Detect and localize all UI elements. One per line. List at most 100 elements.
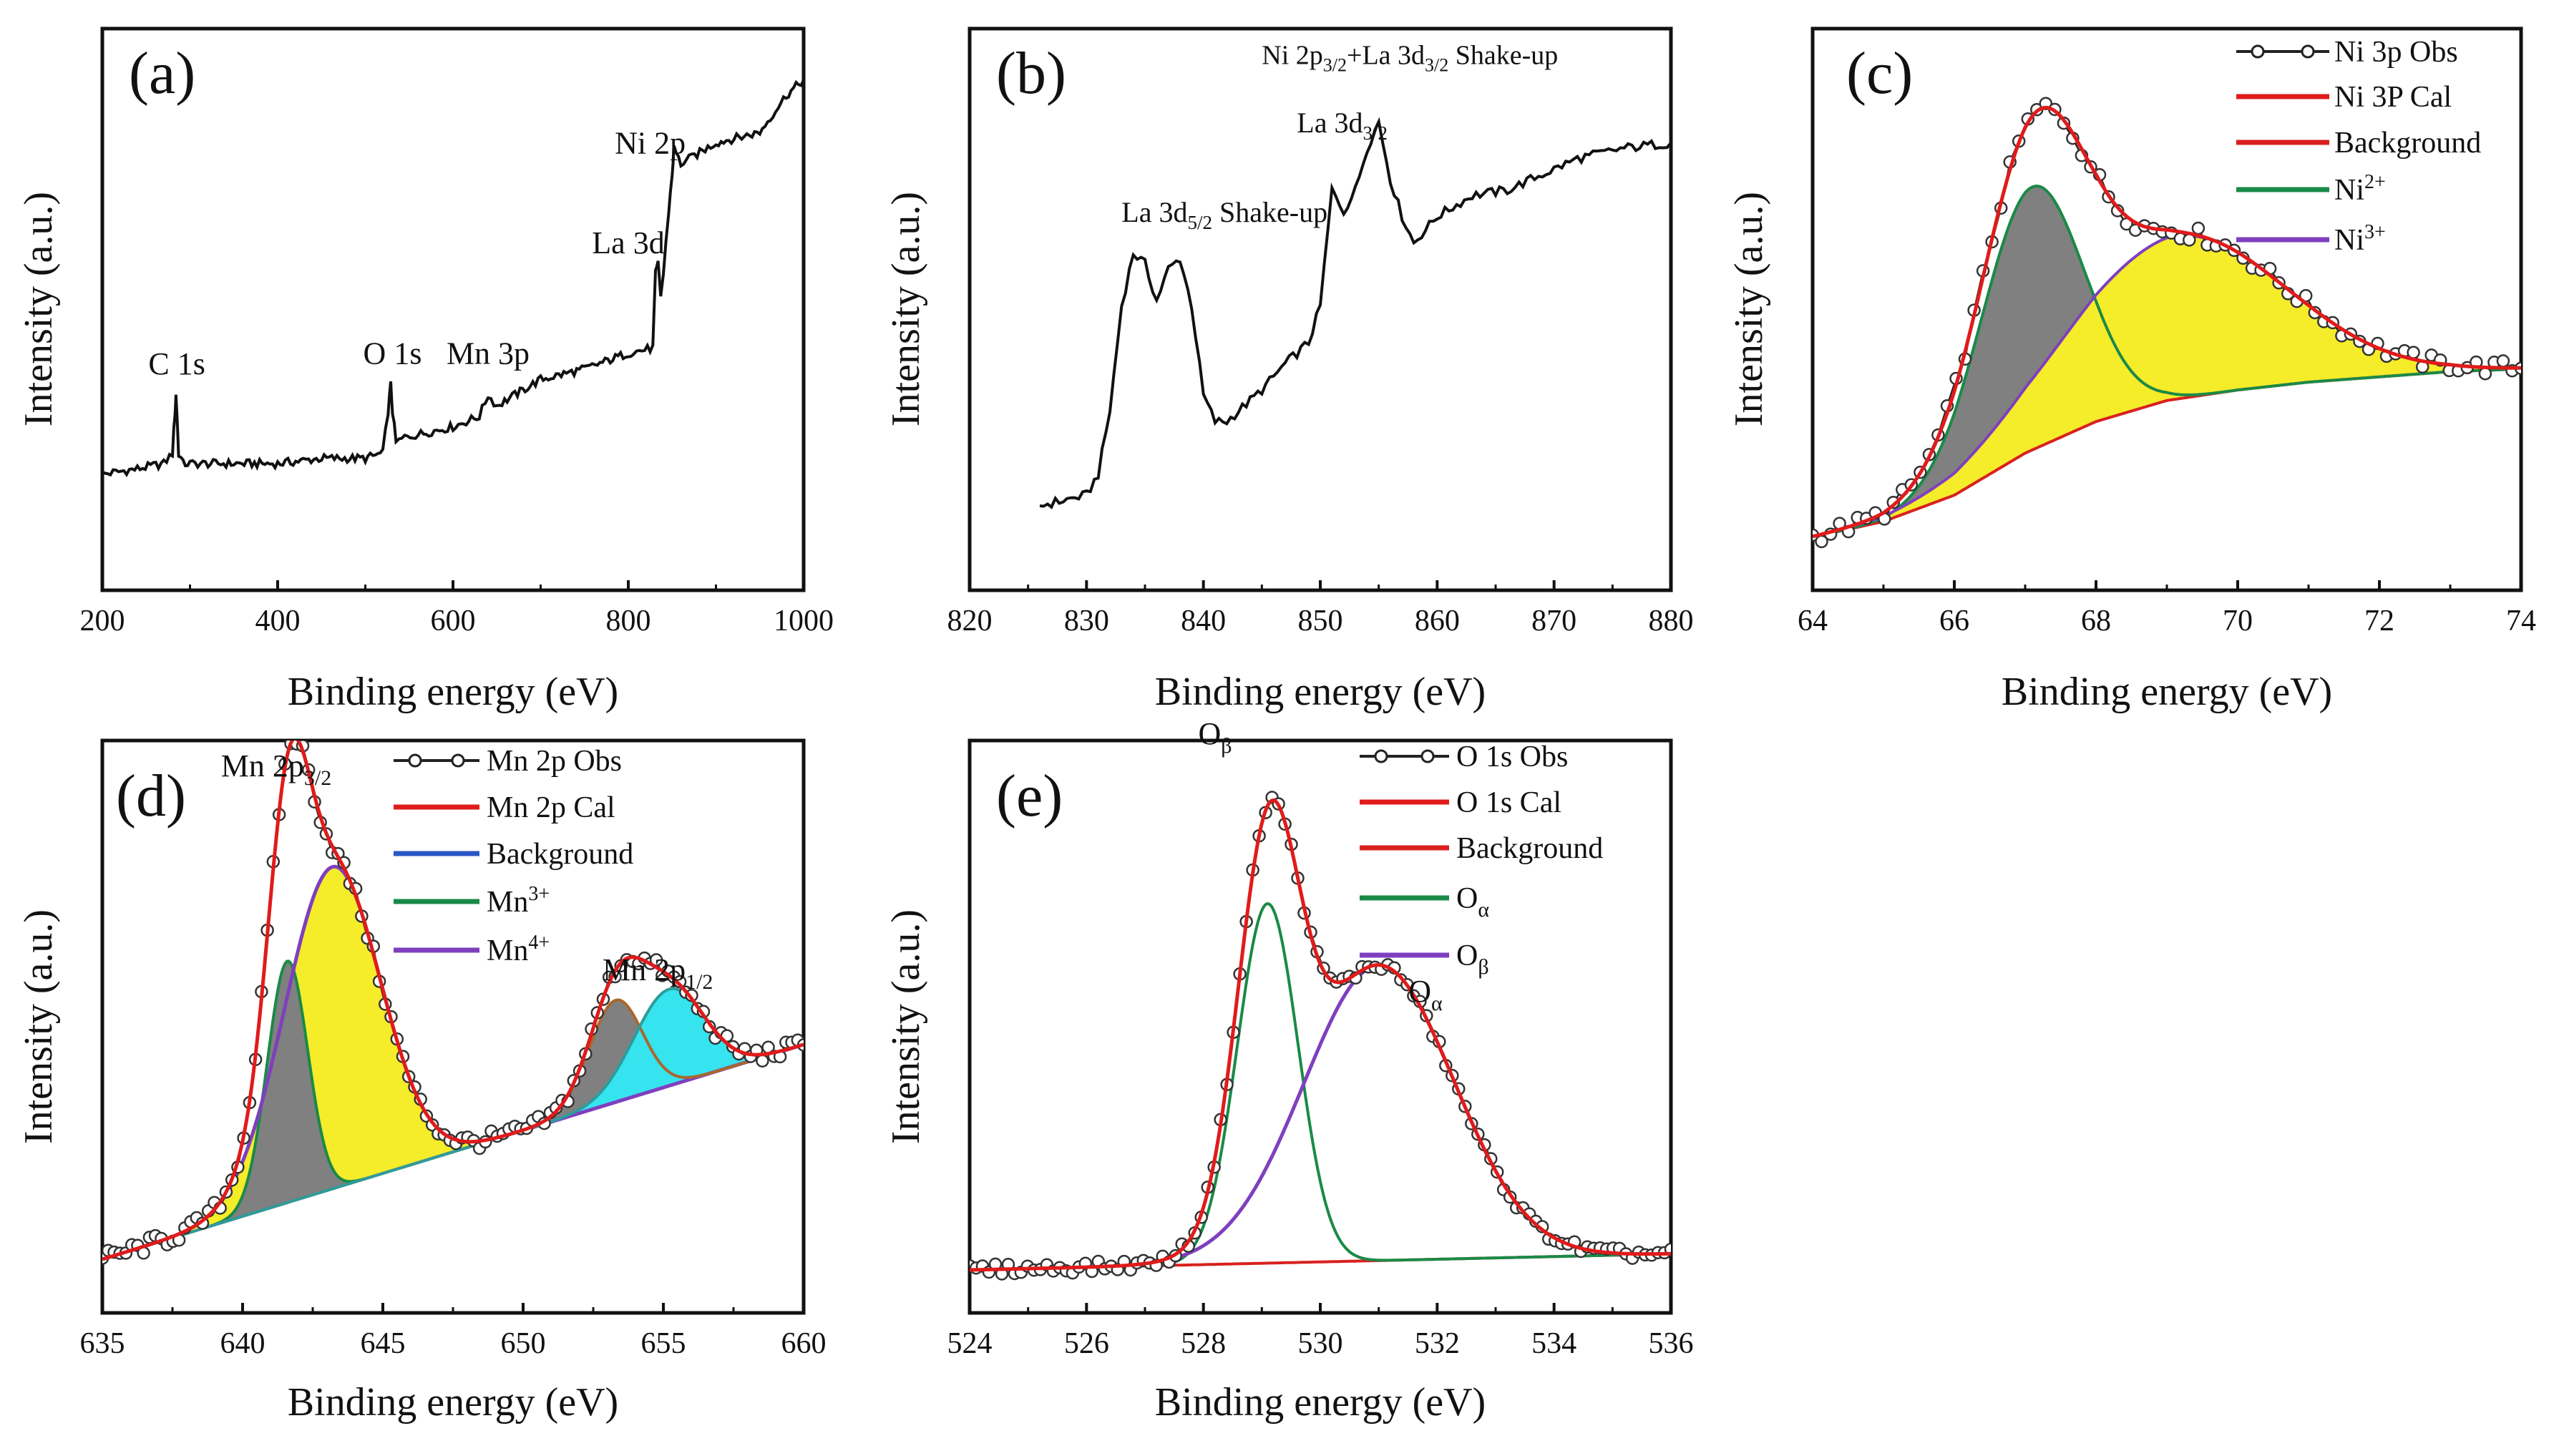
x-tick-label: 880 (1649, 605, 1694, 637)
x-tick-label: 820 (947, 605, 993, 637)
x-tick-label: 74 (2506, 605, 2536, 637)
panel-e-cal-curve (970, 798, 1671, 1272)
panel-a-annotation-ni2p: Ni 2p (615, 125, 686, 160)
panel-a-survey-line (102, 79, 804, 478)
panel-a-annotation-o1s: O 1s (364, 336, 422, 371)
x-tick-label: 800 (606, 605, 651, 637)
obs-point (2496, 354, 2510, 368)
x-tick-label: 528 (1181, 1327, 1226, 1360)
panel-a-annotation-mn3p: Mn 3p (447, 336, 530, 371)
panel-c-xlabel: Binding energy (eV) (2002, 670, 2332, 714)
panel-d-legend-mn3plus: Mn3+ (394, 883, 550, 919)
panel-b-spectrum-line (1039, 117, 1671, 509)
panel-e-annotation-oalpha: Oα (1408, 974, 1443, 1015)
panel-e-o-beta-curve (970, 963, 1671, 1272)
panel-d-label: (d) (116, 763, 186, 829)
panel-c-legend-ni3plus-text: Ni3+ (2334, 221, 2386, 257)
panel-e-legend-oalpha-text: Oα (1456, 882, 1489, 922)
panel-d-legend-cal-text: Mn 2p Cal (487, 791, 615, 824)
obs-point (2191, 221, 2205, 235)
panel-d-legend-mn4plus-text: Mn4+ (487, 932, 550, 967)
panel-a-frame (100, 26, 806, 592)
panel-b-xlabel: Binding energy (eV) (1155, 670, 1486, 714)
panel-c-legend-background-text: Background (2334, 127, 2481, 160)
obs-point (2478, 366, 2492, 381)
panel-c: (c) 64 66 68 70 72 74 Ni 3p Obs Ni 3P Cal (1727, 26, 2536, 714)
panel-c-legend-ni3plus: Ni3+ (2236, 221, 2386, 257)
x-tick-label: 68 (2081, 605, 2111, 637)
panel-d-legend-background-text: Background (487, 838, 633, 871)
panel-d-legend-mn3plus-text: Mn3+ (487, 883, 550, 919)
panel-d-cal-curve (102, 741, 804, 1261)
panel-b-label: (b) (996, 40, 1066, 107)
x-tick-label: 200 (80, 605, 125, 637)
panel-c-legend-cal-text: Ni 3P Cal (2334, 81, 2452, 114)
x-tick-label: 870 (1531, 605, 1576, 637)
panel-e-legend: O 1s Obs O 1s Cal Background Oα Oβ (1360, 741, 1603, 979)
panel-a-annotation-c1s: C 1s (148, 346, 205, 381)
panel-e-legend-cal-text: O 1s Cal (1456, 786, 1561, 819)
x-tick-label: 600 (431, 605, 476, 637)
panel-c-legend-obs: Ni 3p Obs (2236, 36, 2458, 69)
panel-d-obs-markers (102, 741, 804, 1265)
x-tick-label: 830 (1064, 605, 1109, 637)
x-tick-label: 536 (1649, 1327, 1694, 1360)
panel-e-annotation-obeta: Oβ (1198, 716, 1232, 758)
panel-a: (a) 200 400 600 800 1000 C 1s O 1s Mn 3p La … (16, 26, 834, 714)
panel-e-ylabel: Intensity (a.u.) (884, 909, 928, 1144)
panel-d-fill-mn4plus-1-2 (102, 988, 804, 1259)
panel-c-legend-ni2plus: Ni2+ (2236, 171, 2386, 207)
panel-d-xlabel: Binding energy (eV) (288, 1380, 618, 1425)
panel-c-legend: Ni 3p Obs Ni 3P Cal Background Ni2+ Ni3+ (2236, 36, 2481, 257)
panel-d-ylabel: Intensity (a.u.) (16, 909, 61, 1144)
panel-c-ni2plus-curve (1813, 184, 2521, 539)
panel-e-legend-obs-text: O 1s Obs (1456, 741, 1568, 773)
obs-point (2407, 346, 2420, 359)
panel-b-annotation-la3d32: La 3d3/2 (1297, 107, 1388, 144)
panel-d-annotation-mn2p12: Mn 2p1/2 (603, 952, 713, 994)
panel-c-label: (c) (1846, 40, 1913, 107)
panel-d-obs-line (102, 742, 804, 1259)
panel-e-legend-background: Background (1360, 832, 1603, 865)
panel-e-legend-oalpha: Oα (1360, 882, 1489, 922)
panel-a-plot-area (102, 79, 804, 478)
panel-e-ticks: 524 526 528 530 532 534 536 (947, 1303, 1694, 1360)
panel-a-ticks: 200 400 600 800 1000 (80, 580, 834, 637)
panel-e-legend-background-text: Background (1456, 832, 1603, 865)
x-tick-label: 640 (220, 1327, 265, 1360)
panel-d-legend-mn4plus: Mn4+ (394, 932, 550, 967)
panel-b-ticks: 820 830 840 850 860 870 880 (947, 580, 1694, 637)
panel-c-legend-obs-text: Ni 3p Obs (2334, 36, 2458, 69)
x-tick-label: 655 (641, 1327, 686, 1360)
panel-e-legend-obeta-text: Oβ (1456, 939, 1489, 979)
panel-d-plot-area (102, 741, 804, 1265)
panel-b-annotation-ni2p: Ni 2p3/2+La 3d3/2 Shake-up (1262, 40, 1558, 75)
panel-d-legend-cal: Mn 2p Cal (394, 791, 615, 824)
panel-b-annotation-la3d52: La 3d5/2 Shake-up (1121, 196, 1327, 233)
x-tick-label: 645 (361, 1327, 406, 1360)
panel-e-legend-obeta: Oβ (1360, 939, 1489, 979)
x-tick-label: 530 (1298, 1327, 1343, 1360)
panel-d-legend-background: Background (394, 838, 633, 871)
panel-c-ylabel: Intensity (a.u.) (1727, 192, 1771, 426)
panel-e-obs-line (970, 796, 1671, 1276)
panel-a-label: (a) (129, 40, 195, 107)
panel-c-legend-ni2plus-text: Ni2+ (2334, 171, 2386, 207)
x-tick-label: 534 (1531, 1327, 1576, 1360)
panel-d-ticks: 635 640 645 650 655 660 (80, 1303, 827, 1360)
x-tick-label: 1000 (774, 605, 834, 637)
panel-b: (b) 820 830 840 850 860 870 880 La 3d5/2 Shake… (884, 26, 1694, 714)
x-tick-label: 650 (501, 1327, 546, 1360)
x-tick-label: 860 (1415, 605, 1460, 637)
panel-e-legend-cal: O 1s Cal (1360, 786, 1561, 819)
panel-a-ylabel: Intensity (a.u.) (16, 192, 61, 426)
panel-c-plot-area (1813, 97, 2521, 549)
x-tick-label: 532 (1415, 1327, 1460, 1360)
x-tick-label: 400 (255, 605, 301, 637)
x-tick-label: 526 (1064, 1327, 1109, 1360)
x-tick-label: 850 (1298, 605, 1343, 637)
panel-b-ylabel: Intensity (a.u.) (884, 192, 928, 426)
panel-c-ticks: 64 66 68 70 72 74 (1798, 580, 2536, 637)
panel-e-plot-area (970, 791, 1671, 1281)
